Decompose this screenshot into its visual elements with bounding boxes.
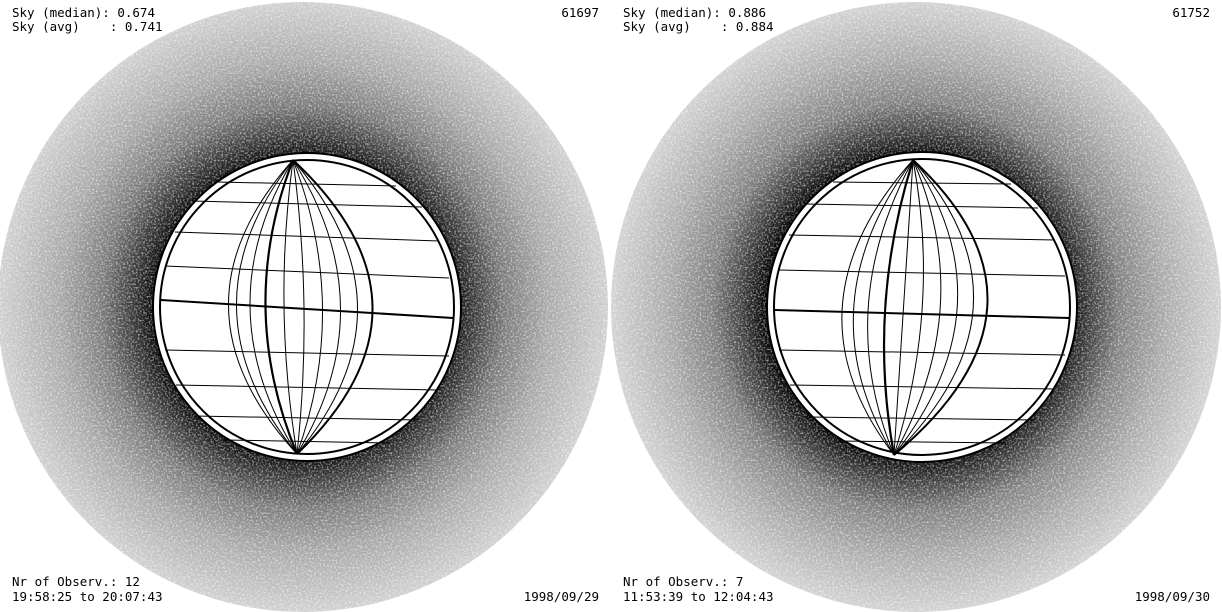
observation-count-label: Nr of Observ.: 12 [12, 574, 140, 589]
sky-median-label: Sky (median): 0.674 [12, 5, 155, 20]
sky-median-label: Sky (median): 0.886 [623, 5, 766, 20]
corona-image-left [0, 2, 608, 612]
heliographic-grid [773, 158, 1071, 456]
corona-image-right [611, 2, 1221, 612]
heliographic-grid [159, 159, 455, 455]
date-label: 1998/09/30 [1134, 589, 1210, 604]
sky-avg-label: Sky (avg) : 0.884 [623, 19, 774, 34]
coronagraph-panel-right: Sky (median): 0.886 Sky (avg) : 0.884 61… [611, 0, 1222, 612]
occulter-ring [152, 152, 462, 462]
sky-avg-label: Sky (avg) : 0.741 [12, 19, 163, 34]
time-range-label: 19:58:25 to 20:07:43 [12, 589, 163, 604]
frame-id-label: 61752 [1172, 5, 1210, 20]
observation-count-label: Nr of Observ.: 7 [623, 574, 744, 589]
time-range-label: 11:53:39 to 12:04:43 [623, 589, 774, 604]
date-label: 1998/09/29 [523, 589, 599, 604]
frame-id-label: 61697 [561, 5, 599, 20]
coronagraph-panel-left: Sky (median): 0.674 Sky (avg) : 0.741 61… [0, 2, 608, 612]
